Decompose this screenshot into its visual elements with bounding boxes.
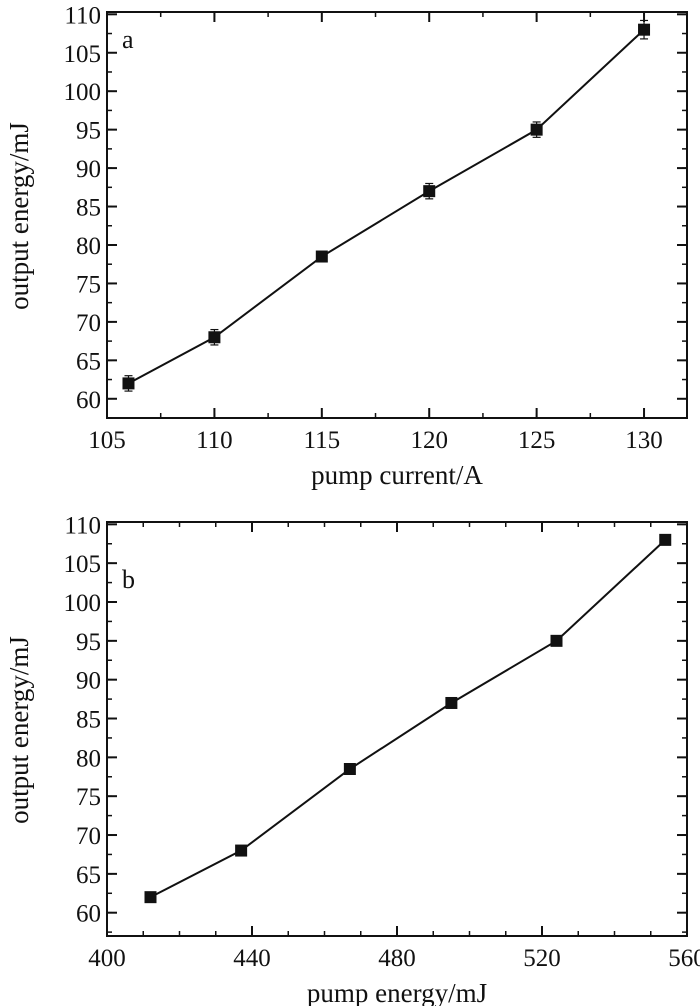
x-tick-label: 125 (518, 427, 556, 454)
y-tick-label: 100 (64, 590, 102, 617)
x-tick-label: 105 (88, 427, 126, 454)
x-tick-label: 120 (410, 427, 448, 454)
y-tick-label: 90 (76, 156, 101, 183)
plot-frame (106, 11, 688, 419)
data-point (208, 331, 221, 344)
y-tick-label: 80 (76, 233, 101, 260)
y-tick-label: 95 (76, 629, 101, 656)
panel-label: b (122, 565, 135, 594)
series-line (150, 539, 666, 899)
y-tick-label: 90 (76, 668, 101, 695)
data-point (315, 250, 328, 263)
y-tick-label: 70 (76, 310, 101, 337)
y-tick-label: 65 (76, 862, 101, 889)
x-tick-label: 520 (523, 945, 561, 972)
y-tick-label: 85 (76, 707, 101, 734)
y-tick-label: 75 (76, 784, 101, 811)
y-tick-label: 60 (76, 387, 101, 414)
y-tick-label: 105 (64, 551, 102, 578)
data-point (550, 634, 563, 647)
data-point (144, 891, 157, 904)
y-tick-label: 70 (76, 823, 101, 850)
y-tick-label: 65 (76, 348, 101, 375)
data-point (423, 185, 436, 198)
series-line (128, 28, 645, 385)
y-tick-label: 105 (64, 41, 102, 68)
x-tick-label: 130 (625, 427, 663, 454)
data-point (343, 763, 356, 776)
y-tick-label: 75 (76, 271, 101, 298)
x-tick-label: 115 (304, 427, 341, 454)
data-point (235, 844, 248, 857)
data-point (445, 696, 458, 709)
data-point (659, 533, 672, 546)
y-axis-label: output energy/mJ (4, 636, 34, 824)
data-point (638, 23, 651, 36)
y-axis-label: output energy/mJ (4, 122, 34, 310)
y-tick-label: 95 (76, 118, 101, 145)
panel-b: b pump energy/mJ output energy/mJ 400 440… (4, 512, 700, 1006)
y-tick-label: 60 (76, 901, 101, 928)
x-axis-label: pump current/A (311, 460, 483, 490)
y-tick-label: 80 (76, 745, 101, 772)
panel-label: a (122, 25, 134, 54)
x-tick-label: 480 (378, 945, 416, 972)
x-tick-label: 110 (196, 427, 233, 454)
panel-a: a pump current/A output energy/mJ 105 110… (4, 2, 688, 490)
data-point (122, 377, 135, 390)
x-tick-label: 440 (233, 945, 271, 972)
x-tick-label: 560 (668, 945, 700, 972)
x-axis-label: pump energy/mJ (307, 978, 487, 1006)
y-tick-label: 100 (64, 79, 102, 106)
data-point (530, 123, 543, 136)
x-tick-label: 400 (88, 945, 126, 972)
y-tick-label: 110 (64, 512, 101, 539)
y-tick-label: 110 (64, 2, 101, 29)
y-tick-label: 85 (76, 195, 101, 222)
